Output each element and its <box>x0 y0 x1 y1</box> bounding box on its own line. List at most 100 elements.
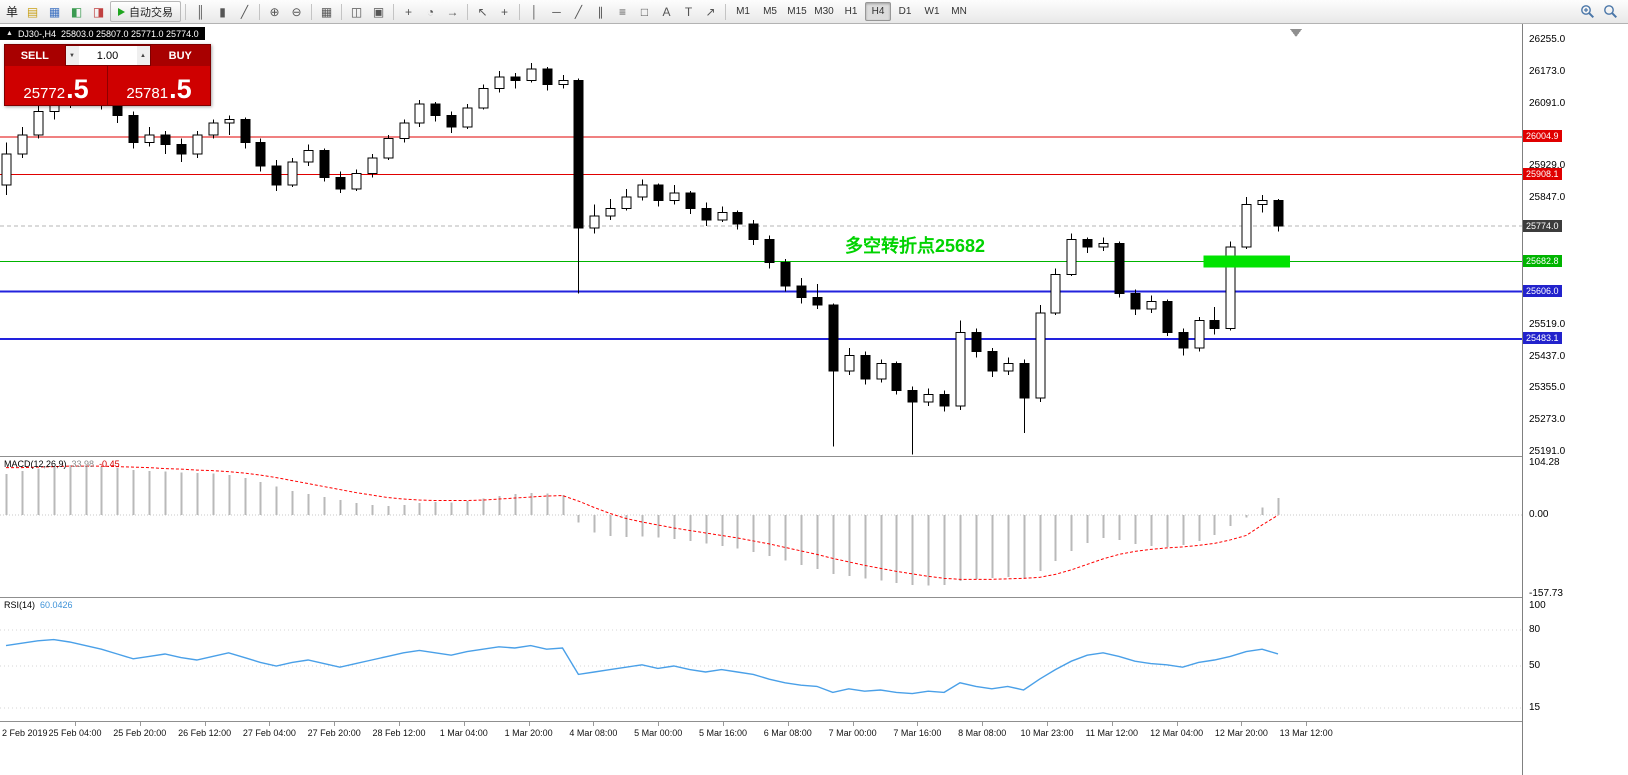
time-axis-tick <box>463 722 465 726</box>
highlight-rectangle[interactable] <box>1203 255 1290 268</box>
candle-up <box>669 192 680 202</box>
horizontal-line-icon[interactable]: ─ <box>552 4 561 19</box>
candle-up <box>1098 242 1109 248</box>
candle-down <box>939 393 950 407</box>
price-axis-badge: 26004.9 <box>1523 130 1562 143</box>
timeframe-button-m1[interactable]: M1 <box>736 6 750 17</box>
label-icon[interactable]: T <box>684 4 693 19</box>
candle-up <box>33 111 44 136</box>
candle-down <box>335 176 346 190</box>
toolbar-right-group <box>1577 2 1625 21</box>
toolbar: 单 ▤ ▦ ◧ ◨ 自动交易 ║ ▮ ╱ ⊕ ⊖ ▦ ◫ ▣ + ◔ → ↖ + │ ─ ╱ ∥ ≡ □ A T ↗ M1 M5 M15 M3… <box>0 0 1628 24</box>
timeframe-button-d1[interactable]: D1 <box>898 6 912 17</box>
candle-up <box>208 122 219 136</box>
chart-annotation[interactable]: 多空转折点25682 <box>845 235 985 256</box>
line-chart-icon[interactable]: ╱ <box>240 4 249 19</box>
candle-up <box>414 103 425 124</box>
cascade-windows-icon[interactable]: ▣ <box>372 4 385 19</box>
candle-up <box>526 68 537 82</box>
candlestick-chart[interactable]: 多空转折点25682 <box>0 24 1522 456</box>
timeframe-button-w1[interactable]: W1 <box>924 6 940 17</box>
candle-up <box>589 215 600 229</box>
fibonacci-icon[interactable]: ≡ <box>619 4 627 19</box>
trendline-icon[interactable]: ╱ <box>574 4 583 19</box>
time-axis-tick <box>723 722 724 726</box>
new-order-icon[interactable]: ▤ <box>26 4 39 19</box>
symbol-triangle-icon: ▲ <box>6 30 13 37</box>
timeframe-button-h1[interactable]: H1 <box>844 6 858 17</box>
timeframe-button-m15[interactable]: M15 <box>787 6 807 17</box>
time-axis-label: 13 Mar 12:00 <box>1279 728 1333 738</box>
candle-down <box>446 115 457 128</box>
candle-down <box>176 144 187 155</box>
candle-up <box>494 76 505 89</box>
timeframe-button-m30[interactable]: M30 <box>814 6 834 17</box>
candle-up <box>303 149 314 163</box>
chart-scroll-marker[interactable] <box>1290 29 1302 37</box>
candlestick-chart-icon[interactable]: ▮ <box>219 4 226 19</box>
tile-windows-icon[interactable]: ▦ <box>320 4 333 19</box>
candle-down <box>1114 242 1125 295</box>
timeframe-button-h4[interactable]: H4 <box>865 2 892 21</box>
search-icon[interactable] <box>1600 2 1621 21</box>
new-order-button[interactable]: 单 <box>6 5 19 19</box>
buy-button[interactable]: BUY <box>150 45 210 66</box>
candle-up <box>287 161 298 186</box>
rsi-chart[interactable] <box>0 598 1522 721</box>
navigator-icon[interactable]: ◨ <box>92 4 105 19</box>
candle-up <box>351 173 362 190</box>
search-plus-icon[interactable] <box>1577 2 1598 21</box>
candle-down <box>748 223 759 240</box>
vertical-line-icon[interactable]: │ <box>530 4 539 19</box>
cursor-icon[interactable]: ↖ <box>477 4 488 19</box>
toolbar-separator <box>311 3 313 20</box>
new-chart-icon[interactable]: + <box>405 4 413 19</box>
price-axis-tick: 25519.0 <box>1529 318 1566 330</box>
macd-signal-line <box>6 465 1279 580</box>
time-axis-tick <box>787 722 789 726</box>
time-axis-tick <box>593 722 595 726</box>
volume-spinner: ▼ 1.00 ▲ <box>64 45 151 66</box>
time-axis-tick <box>528 722 530 726</box>
shapes-icon[interactable]: □ <box>640 4 649 19</box>
volume-up-button[interactable]: ▲ <box>136 46 150 65</box>
macd-chart[interactable] <box>0 457 1522 597</box>
panel-divider[interactable] <box>0 456 1628 457</box>
text-icon[interactable]: A <box>662 4 671 19</box>
arrow-tools-icon[interactable]: ↗ <box>705 4 716 19</box>
price-axis-badge: 25483.1 <box>1523 332 1562 345</box>
arrange-windows-icon[interactable]: ◫ <box>350 4 363 19</box>
symbol-ohlc: 25803.0 25807.0 25771.0 25774.0 <box>60 28 199 39</box>
volume-input[interactable]: 1.00 <box>96 49 119 62</box>
price-axis-tick: 26255.0 <box>1529 34 1566 45</box>
sell-price[interactable]: 25772 .5 <box>5 66 107 105</box>
timeframe-button-mn[interactable]: MN <box>951 6 967 17</box>
equidistant-channel-icon[interactable]: ∥ <box>597 4 604 19</box>
candle-down <box>780 262 791 287</box>
candle-down <box>860 355 871 380</box>
panel-divider[interactable] <box>0 597 1628 598</box>
zoom-out-icon[interactable]: ⊖ <box>291 4 302 19</box>
charts-icon[interactable]: ▦ <box>48 4 61 19</box>
autotrading-button[interactable]: 自动交易 <box>110 1 182 22</box>
chart-shift-icon[interactable]: → <box>446 4 459 19</box>
time-axis[interactable]: 2 Feb 2019 25 Feb 04:00 25 Feb 20:00 26 Feb… <box>0 722 1522 775</box>
price-axis[interactable]: 26255.0 26173.0 26091.0 25929.0 25847.0 25519… <box>1522 24 1628 775</box>
candle-down <box>271 165 282 186</box>
candle-down <box>240 118 251 144</box>
candle-down <box>430 103 441 117</box>
crosshair-icon[interactable]: + <box>501 4 509 19</box>
buy-price[interactable]: 25781 .5 <box>107 66 210 105</box>
time-axis-label: 5 Mar 16:00 <box>698 728 748 738</box>
zoom-in-icon[interactable]: ⊕ <box>269 4 280 19</box>
time-axis-tick <box>1176 722 1178 726</box>
volume-down-button[interactable]: ▼ <box>65 46 79 65</box>
panel-divider[interactable] <box>0 721 1628 722</box>
bars-chart-icon[interactable]: ║ <box>196 4 205 19</box>
time-axis-tick <box>658 722 660 726</box>
macd-value: 33.98 <box>71 459 95 469</box>
sell-button[interactable]: SELL <box>5 45 65 66</box>
market-watch-icon[interactable]: ◧ <box>70 4 83 19</box>
auto-scroll-icon[interactable]: ◔ <box>426 4 435 19</box>
timeframe-button-m5[interactable]: M5 <box>763 6 777 17</box>
